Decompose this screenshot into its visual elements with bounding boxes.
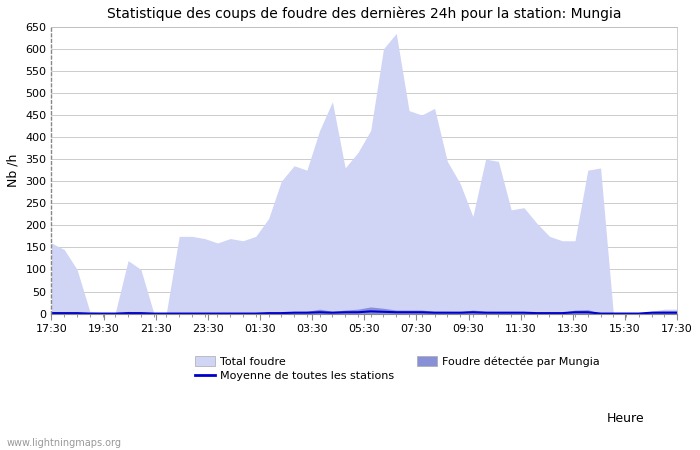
Text: www.lightningmaps.org: www.lightningmaps.org [7,438,122,448]
Title: Statistique des coups de foudre des dernières 24h pour la station: Mungia: Statistique des coups de foudre des dern… [107,7,622,22]
Legend: Total foudre, Moyenne de toutes les stations, Foudre détectée par Mungia: Total foudre, Moyenne de toutes les stat… [195,356,600,381]
Y-axis label: Nb /h: Nb /h [7,153,20,187]
Text: Heure: Heure [606,412,644,425]
